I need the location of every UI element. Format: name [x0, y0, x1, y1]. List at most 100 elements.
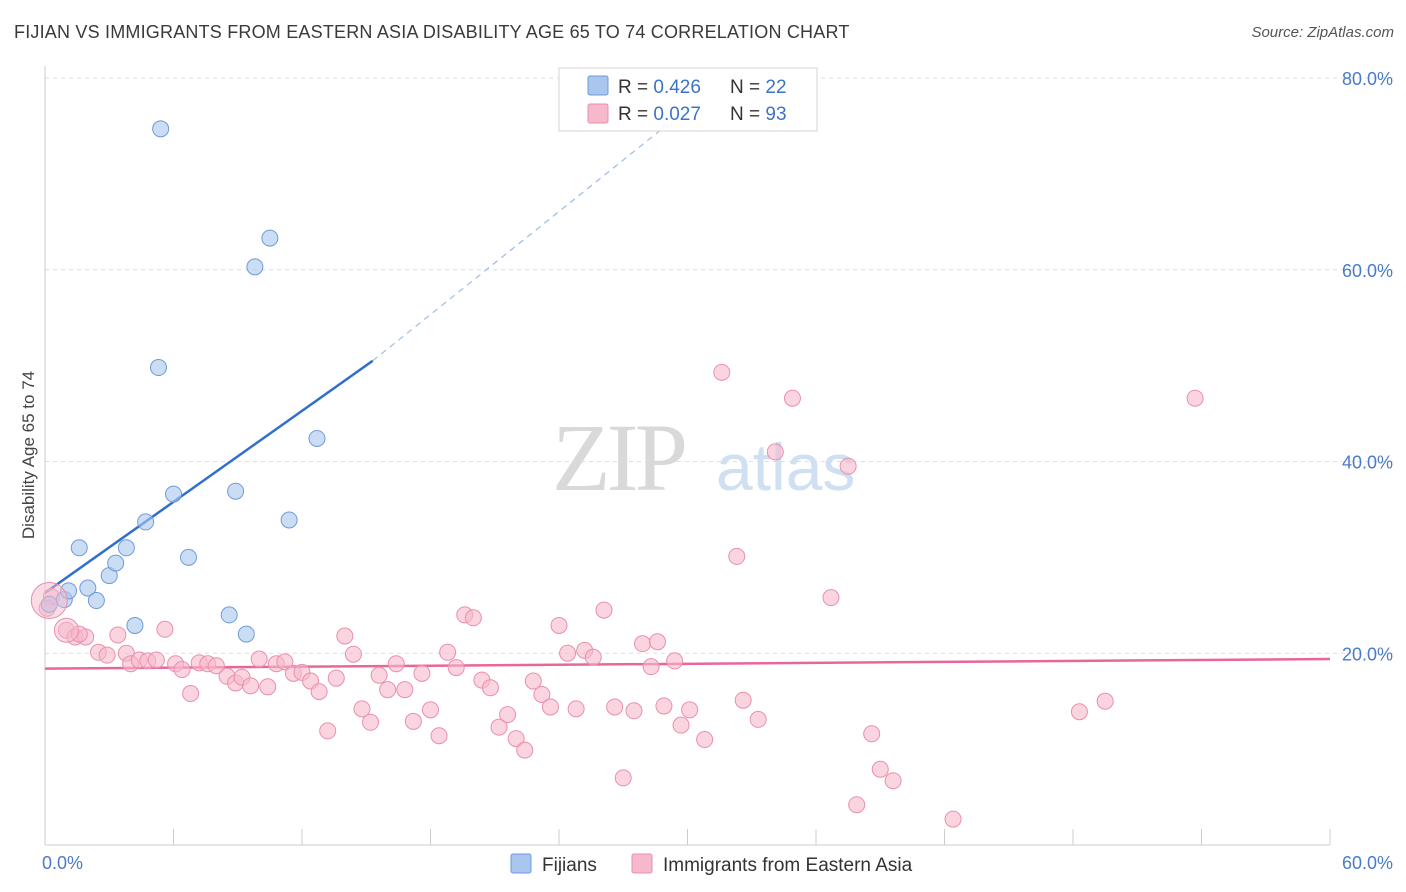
point-immigrants — [884, 772, 902, 790]
y-tick-label: 80.0% — [1342, 69, 1393, 89]
point-fijians — [150, 359, 168, 377]
legend-r-value-immigrants: 0.027 — [653, 104, 701, 125]
point-immigrants — [327, 669, 345, 687]
point-fijians — [308, 429, 326, 447]
point-immigrants — [490, 718, 508, 736]
point-immigrants — [871, 760, 889, 778]
point-immigrants — [387, 655, 405, 673]
source-label: Source: ZipAtlas.com — [1251, 24, 1394, 41]
watermark-zip: ZIP — [552, 404, 685, 511]
point-immigrants — [681, 701, 699, 719]
point-fijians — [246, 258, 264, 276]
point-immigrants — [614, 769, 632, 787]
legend-r-label-fijians: R = — [618, 77, 653, 98]
point-immigrants — [499, 706, 517, 724]
point-immigrants — [430, 727, 448, 745]
point-immigrants — [516, 741, 534, 759]
point-fijians — [179, 548, 197, 566]
point-fijians — [79, 579, 97, 597]
point-immigrants — [439, 643, 457, 661]
point-immigrants — [713, 363, 731, 381]
point-immigrants — [625, 702, 643, 720]
point-immigrants — [379, 681, 397, 699]
point-immigrants — [541, 698, 559, 716]
point-immigrants — [109, 626, 127, 644]
point-immigrants — [242, 677, 260, 695]
point-fijians — [107, 554, 125, 572]
point-fijians — [165, 485, 182, 503]
point-fijians — [280, 511, 298, 529]
point-immigrants — [362, 713, 380, 731]
point-immigrants — [319, 722, 337, 740]
point-immigrants — [447, 659, 465, 677]
series-legend-label-immigrants: Immigrants from Eastern Asia — [663, 855, 913, 876]
point-fijians — [220, 606, 238, 624]
legend-n-value-immigrants: 93 — [765, 104, 786, 125]
point-immigrants — [396, 681, 414, 699]
point-immigrants — [728, 547, 746, 565]
point-immigrants — [1070, 703, 1088, 721]
point-immigrants — [353, 700, 371, 718]
svg-text:N = 22: N = 22 — [730, 77, 787, 98]
point-immigrants-cluster — [53, 617, 79, 643]
point-immigrants — [464, 609, 482, 627]
point-fijians — [87, 592, 105, 610]
point-immigrants — [404, 712, 422, 730]
point-immigrants — [422, 701, 439, 719]
point-immigrants — [1186, 389, 1204, 407]
point-immigrants — [734, 691, 752, 709]
axes: 20.0% 40.0% 60.0% 80.0% 0.0% 60.0% — [42, 66, 1393, 873]
point-fijians — [126, 616, 144, 634]
legend-n-label-fijians: N = — [730, 77, 765, 98]
legend-swatch-fijians — [587, 75, 609, 96]
stats-legend: R = 0.426 N = 22 R = 0.027 N = 93 — [558, 67, 818, 132]
y-tick-label: 20.0% — [1342, 644, 1393, 664]
point-immigrants — [749, 710, 767, 728]
point-immigrants — [567, 700, 585, 718]
point-immigrants — [944, 810, 962, 828]
point-immigrants — [696, 731, 714, 749]
legend-n-label-immigrants: N = — [730, 104, 765, 125]
trend-line-fijians — [44, 359, 374, 594]
point-immigrants — [839, 457, 857, 475]
series-legend-swatch-immigrants — [631, 853, 653, 874]
series-legend: Fijians Immigrants from Eastern Asia — [510, 853, 913, 876]
point-immigrants — [310, 683, 328, 701]
trend-lines — [44, 82, 1331, 670]
y-tick-label: 40.0% — [1342, 453, 1393, 473]
x-tick-label: 0.0% — [42, 853, 83, 873]
point-immigrants — [672, 716, 690, 734]
chart-title: FIJIAN VS IMMIGRANTS FROM EASTERN ASIA D… — [14, 22, 850, 42]
point-immigrants — [156, 620, 174, 638]
point-immigrants — [413, 664, 431, 682]
point-immigrants — [524, 672, 542, 690]
svg-text:N = 93: N = 93 — [730, 104, 787, 125]
point-fijians — [261, 229, 279, 247]
point-fijians — [227, 482, 245, 500]
watermark-atlas: atlas — [716, 430, 855, 504]
point-immigrants — [507, 730, 525, 748]
point-fijians — [237, 625, 255, 643]
point-immigrants — [98, 646, 116, 664]
y-axis-title: Disability Age 65 to 74 — [19, 371, 38, 539]
point-immigrants — [259, 678, 277, 696]
point-immigrants — [550, 616, 568, 634]
point-immigrants — [559, 644, 577, 662]
point-immigrants — [276, 653, 294, 671]
point-fijians — [117, 539, 135, 557]
svg-text:R = 0.426: R = 0.426 — [618, 77, 701, 98]
series-legend-label-fijians: Fijians — [542, 855, 597, 876]
point-immigrants — [533, 685, 551, 703]
watermark: ZIP atlas — [552, 404, 855, 511]
point-immigrants — [634, 635, 652, 653]
point-immigrants — [783, 389, 801, 407]
point-immigrants — [344, 645, 362, 663]
point-immigrants — [1096, 692, 1114, 710]
point-immigrants — [173, 661, 191, 679]
legend-swatch-immigrants — [587, 103, 609, 124]
point-immigrants — [606, 698, 624, 716]
point-immigrants — [649, 633, 667, 651]
point-immigrants — [481, 679, 499, 697]
point-immigrants — [848, 796, 866, 814]
